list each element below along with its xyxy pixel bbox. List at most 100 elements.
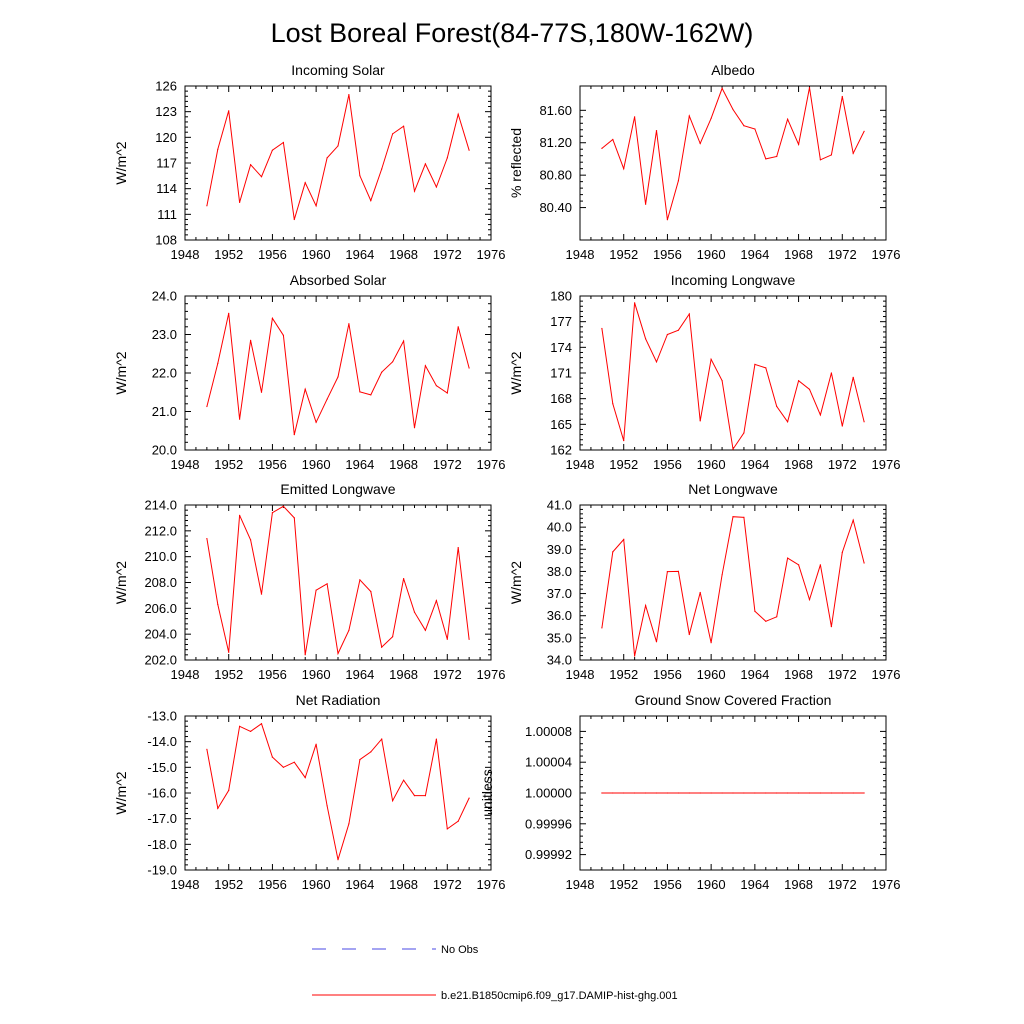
- data-point: [655, 361, 658, 363]
- y-tick-label: 80.40: [539, 200, 572, 215]
- x-tick-label: 1956: [653, 667, 682, 682]
- data-point: [634, 302, 636, 304]
- data-point: [446, 157, 448, 159]
- y-tick-label: -18.0: [147, 837, 177, 852]
- x-tick-label: 1956: [653, 877, 682, 892]
- y-tick-label: 40.0: [547, 520, 572, 535]
- data-point: [424, 795, 426, 797]
- data-point: [732, 108, 734, 111]
- data-point: [239, 514, 241, 516]
- data-point: [337, 145, 339, 147]
- data-point: [304, 654, 306, 656]
- data-point: [435, 600, 437, 602]
- data-point: [304, 388, 306, 390]
- panel-incoming-solar: 1948 1952 1956 1960 1964 1968 1972 1976 108 111 11…: [113, 62, 505, 262]
- data-point: [446, 638, 448, 640]
- data-point: [217, 148, 219, 150]
- plot-frame: [579, 295, 887, 451]
- y-tick-label: 111: [157, 207, 177, 222]
- x-tick-label: 1956: [258, 247, 287, 262]
- x-tick-label: 1968: [389, 457, 418, 472]
- x-tick-label: 1976: [872, 457, 901, 472]
- legend: No Obs b.e21.B1850cmip6.f09_g17.DAMIP-hi…: [312, 944, 678, 1002]
- data-point: [776, 792, 778, 794]
- panel-title: Net Radiation: [296, 692, 381, 708]
- data-point: [228, 312, 230, 314]
- x-tick-label: 1976: [477, 247, 506, 262]
- data-point: [293, 434, 295, 436]
- data-point: [457, 547, 459, 549]
- data-point: [798, 380, 800, 382]
- panel-incoming-longwave: 1948 1952 1956 1960 1964 1968 1972 1976 162 165 16…: [508, 272, 900, 472]
- data-point: [776, 616, 778, 618]
- data-point: [645, 338, 647, 340]
- data-point: [841, 551, 843, 554]
- data-point: [326, 805, 328, 807]
- data-point: [743, 125, 745, 127]
- data-point: [424, 163, 426, 165]
- series-line-incoming-longwave: [601, 302, 865, 451]
- data-point: [359, 175, 361, 177]
- x-tick-label: 1960: [697, 247, 726, 262]
- x-tick-label: 1976: [477, 457, 506, 472]
- data-point: [710, 642, 712, 644]
- data-point: [206, 538, 208, 540]
- y-tick-label: 180: [550, 289, 572, 304]
- data-point: [381, 168, 383, 170]
- data-point: [787, 118, 789, 120]
- x-tick-label: 1964: [345, 457, 374, 472]
- y-tick-label: 204.0: [144, 627, 177, 642]
- data-point: [381, 646, 383, 648]
- y-tick-label: 214.0: [144, 498, 177, 513]
- data-point: [601, 147, 603, 149]
- x-tick-label: 1964: [740, 457, 769, 472]
- x-tick-label: 1976: [477, 667, 506, 682]
- data-point: [612, 792, 614, 794]
- y-axis-label: % reflected: [508, 128, 524, 198]
- x-tick-label: 1964: [345, 667, 374, 682]
- data-point: [699, 792, 701, 794]
- data-point: [250, 730, 252, 733]
- data-point: [776, 155, 778, 158]
- data-point: [787, 792, 789, 794]
- x-tick-label: 1952: [609, 457, 638, 472]
- data-point: [623, 168, 625, 170]
- data-point: [798, 792, 800, 794]
- plot-frame: [184, 295, 492, 451]
- legend-model-label: b.e21.B1850cmip6.f09_g17.DAMIP-hist-ghg.…: [441, 990, 678, 1002]
- data-point: [315, 421, 317, 423]
- x-tick-label: 1960: [302, 247, 331, 262]
- data-point: [634, 116, 636, 118]
- y-tick-label: 108: [155, 233, 177, 248]
- x-tick-label: 1976: [872, 667, 901, 682]
- y-tick-label: 162: [550, 443, 572, 458]
- data-point: [413, 795, 416, 797]
- y-tick-label: 23.0: [152, 327, 177, 342]
- x-tick-label: 1948: [566, 457, 595, 472]
- data-point: [359, 391, 361, 393]
- panel-title: Ground Snow Covered Fraction: [635, 692, 832, 708]
- data-point: [457, 113, 459, 115]
- data-point: [468, 149, 470, 151]
- data-point: [787, 557, 789, 559]
- data-point: [852, 792, 854, 794]
- data-point: [863, 130, 865, 132]
- y-axis-label: W/m^2: [508, 351, 524, 394]
- series-line-absorbed-solar: [206, 313, 470, 435]
- data-point: [699, 420, 701, 422]
- data-point: [612, 403, 614, 405]
- data-point: [863, 421, 865, 423]
- x-tick-label: 1948: [566, 667, 595, 682]
- data-point: [732, 448, 734, 450]
- data-point: [721, 574, 723, 576]
- data-point: [326, 157, 328, 159]
- y-tick-label: -13.0: [147, 709, 177, 724]
- data-point: [250, 164, 252, 166]
- y-tick-label: 35.0: [547, 630, 572, 645]
- x-tick-label: 1956: [653, 247, 682, 262]
- data-point: [754, 128, 756, 130]
- data-point: [666, 333, 669, 336]
- y-tick-label: 212.0: [144, 523, 177, 538]
- data-point: [260, 391, 263, 393]
- x-tick-label: 1956: [258, 877, 287, 892]
